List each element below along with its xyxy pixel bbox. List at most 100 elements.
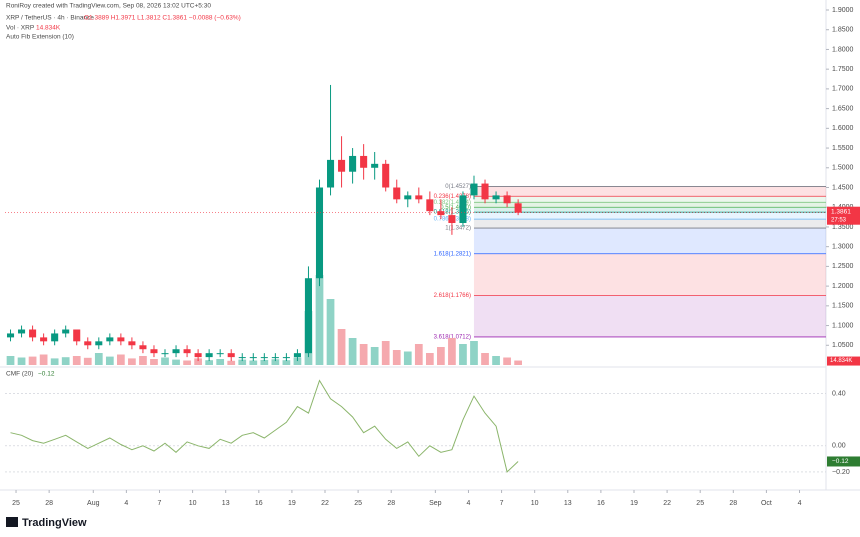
y-tick-label: 1.0500 <box>832 342 854 349</box>
volume-bar <box>105 356 114 365</box>
volume-bar <box>249 360 258 365</box>
y-tick-label: 1.7500 <box>832 66 854 73</box>
candle-body <box>161 353 169 355</box>
volume-bar <box>72 356 81 365</box>
x-tick-label: 10 <box>189 500 197 507</box>
x-tick-label: 13 <box>564 500 572 507</box>
candle-body <box>216 353 224 355</box>
candle-body <box>426 199 434 212</box>
volume-bar <box>425 353 434 365</box>
candle-body <box>227 353 235 358</box>
x-tick-label: 25 <box>12 500 20 507</box>
cmf-tick-label: 0.40 <box>832 390 846 397</box>
volume-bar <box>172 359 180 365</box>
candle-body <box>62 329 70 334</box>
candle-body <box>73 329 81 342</box>
candle-body <box>194 353 202 358</box>
fib-label: 3.618(1.0712) <box>434 334 471 340</box>
fib-title: Auto Fib Extension (10) <box>6 34 74 41</box>
candle-body <box>470 183 478 196</box>
candle-body <box>349 155 357 172</box>
y-tick-label: 1.3500 <box>832 224 854 231</box>
fib-band <box>473 186 826 197</box>
volume-title: Vol · XRP <box>6 25 34 32</box>
candle-body <box>6 333 15 338</box>
candle-body <box>51 333 59 342</box>
fib-label: 0(1.4527) <box>445 184 471 190</box>
cmf-tick-label: −0.20 <box>832 469 850 476</box>
x-tick-label: 28 <box>729 500 737 507</box>
fib-label: 1.618(1.2821) <box>434 251 471 257</box>
cmf-tag <box>827 456 860 467</box>
candle-body <box>371 163 379 168</box>
volume-tag-label: 14.834K <box>830 358 852 364</box>
candle-body <box>18 329 26 334</box>
volume-bar <box>117 354 125 365</box>
x-tick-label: 16 <box>597 500 605 507</box>
x-tick-label: 7 <box>158 500 162 507</box>
candle-body <box>84 341 92 346</box>
candle-body <box>293 353 301 358</box>
volume-bar <box>381 341 390 365</box>
candle-body <box>315 187 324 279</box>
volume-bar <box>6 356 15 365</box>
candle-body <box>183 349 191 354</box>
fib-label: 0.5(1.4000) <box>440 205 471 211</box>
x-tick-label: 28 <box>45 500 53 507</box>
y-tick-label: 1.5000 <box>832 165 854 172</box>
last-price-label: 1.3861 <box>831 208 851 215</box>
attribution: RoniRoy created with TradingView.com, Se… <box>6 3 211 10</box>
fib-band <box>473 219 826 229</box>
volume-bar <box>194 358 202 365</box>
volume-bar <box>370 347 379 365</box>
candle-body <box>271 357 279 359</box>
y-tick-label: 1.8500 <box>832 27 854 34</box>
y-tick-label: 1.4500 <box>832 184 854 191</box>
candle-body <box>459 195 467 223</box>
volume-bar <box>437 347 445 365</box>
x-tick-label: 16 <box>255 500 263 507</box>
volume-bar <box>348 338 357 365</box>
fib-label: 2.618(1.1766) <box>434 293 471 299</box>
candle-body <box>128 341 136 346</box>
x-tick-label: 19 <box>288 500 296 507</box>
volume-bar <box>459 344 467 365</box>
volume-bar <box>492 356 500 365</box>
volume-bar <box>514 360 522 365</box>
cmf-tag-label: −0.12 <box>832 458 849 465</box>
fib-band <box>473 228 826 254</box>
volume-legend: 14.834K <box>36 25 61 32</box>
candle-body <box>326 159 335 188</box>
y-tick-label: 1.5500 <box>832 145 854 152</box>
volume-bar <box>293 357 302 365</box>
candle-body <box>106 337 114 342</box>
candle-body <box>139 345 147 350</box>
volume-bar <box>448 338 456 365</box>
volume-tag <box>827 356 860 366</box>
fib-label: 0.236(1.4278) <box>434 194 471 200</box>
fib-band <box>473 196 826 203</box>
cmf-legend: −0.12 <box>38 371 55 378</box>
y-tick-label: 1.2500 <box>832 263 854 270</box>
x-tick-label: 7 <box>500 500 504 507</box>
fib-band <box>473 295 826 337</box>
volume-bar <box>205 360 214 365</box>
volume-bar <box>161 357 169 365</box>
volume-bar <box>403 351 412 365</box>
ohlc-legend: O1.3889 H1.3971 L1.3812 C1.3861 −0.0088 … <box>84 15 241 22</box>
countdown-label: 27:53 <box>831 217 847 223</box>
candle-body <box>404 195 412 200</box>
volume-bar <box>337 329 346 365</box>
candle-body <box>415 195 423 200</box>
x-tick-label: 4 <box>124 500 128 507</box>
fib-band <box>473 253 826 296</box>
candle-body <box>29 329 37 338</box>
volume-bar <box>238 359 247 365</box>
volume-bar <box>282 360 291 365</box>
symbol-title: XRP / TetherUS · 4h · Binance <box>6 15 94 22</box>
cmf-title: CMF (20) <box>6 371 33 378</box>
candle-body <box>282 357 290 359</box>
volume-bar <box>139 356 147 365</box>
y-tick-label: 1.6500 <box>832 105 854 112</box>
